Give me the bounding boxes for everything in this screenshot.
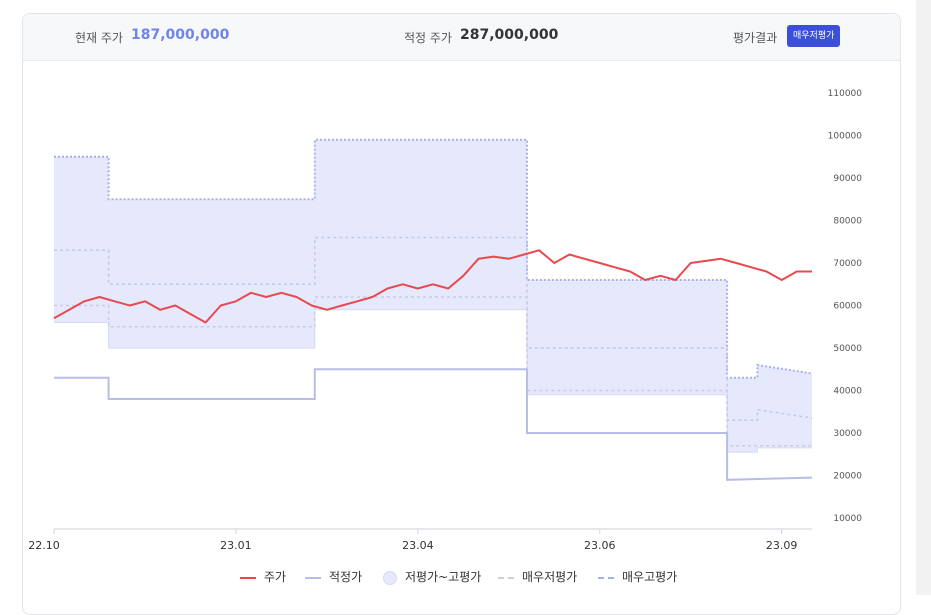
- legend-item-very-low[interactable]: 매우저평가: [498, 568, 577, 585]
- valuation-band-area: [54, 139, 812, 453]
- legend-label-price: 주가: [264, 570, 287, 584]
- result-label: 평가결과: [733, 31, 778, 45]
- x-tick-label: 22.10: [28, 539, 60, 552]
- current-price-value: 187,000,000: [131, 27, 230, 43]
- legend-swatch-very-low: [498, 576, 514, 579]
- result-badge: 매우저평가: [787, 25, 841, 47]
- legend-item-price[interactable]: 주가: [240, 568, 286, 585]
- y-tick-label: 10000: [833, 514, 862, 524]
- fair-price-label: 적정 주가: [404, 31, 452, 45]
- legend-item-band[interactable]: 저평가~고평가: [383, 568, 481, 585]
- y-tick-label: 60000: [833, 302, 862, 312]
- legend-swatch-very-high: [598, 576, 614, 579]
- summary-header: 현재 주가 187,000,000 적정 주가 287,000,000 평가결과…: [23, 14, 900, 61]
- y-tick-label: 40000: [833, 387, 862, 397]
- price-chart: 10000 20000 30000 40000 50000 60000 70000 80000…: [28, 89, 863, 552]
- fair-price-value: 287,000,000: [460, 27, 559, 43]
- band-upper-edge: [54, 138, 813, 379]
- current-price-label: 현재 주가: [75, 31, 123, 45]
- legend-label-band: 저평가~고평가: [405, 570, 482, 584]
- y-tick-label: 20000: [833, 472, 862, 482]
- y-tick-label: 110000: [828, 89, 863, 99]
- y-tick-label: 30000: [833, 429, 862, 439]
- x-tick-label: 23.09: [766, 539, 798, 552]
- y-tick-label: 50000: [833, 344, 862, 354]
- x-tick-label: 23.06: [584, 539, 616, 552]
- legend-swatch-fair: [305, 576, 321, 579]
- legend-label-very-high: 매우고평가: [622, 570, 678, 584]
- legend-swatch-band: [383, 570, 397, 585]
- legend-label-fair: 적정가: [329, 570, 363, 584]
- y-tick-label: 80000: [833, 217, 862, 227]
- legend-label-very-low: 매우저평가: [522, 570, 578, 584]
- chart-legend: 주가 적정가 저평가~고평가 매우저평가 매우고평가: [0, 566, 916, 588]
- fair-value-line: [54, 368, 813, 481]
- x-tick-label: 23.04: [402, 539, 434, 552]
- band-lower-edge: [54, 309, 812, 453]
- legend-item-fair[interactable]: 적정가: [305, 568, 362, 585]
- stock-price-line: [53, 249, 812, 324]
- very-high-line: [54, 236, 813, 422]
- legend-swatch-price: [240, 576, 256, 579]
- y-tick-label: 70000: [833, 259, 862, 269]
- y-tick-label: 100000: [828, 132, 863, 142]
- y-tick-label: 90000: [833, 174, 862, 184]
- page-scrollbar[interactable]: [916, 0, 931, 595]
- legend-item-very-high[interactable]: 매우고평가: [598, 568, 677, 585]
- x-tick-label: 23.01: [220, 539, 252, 552]
